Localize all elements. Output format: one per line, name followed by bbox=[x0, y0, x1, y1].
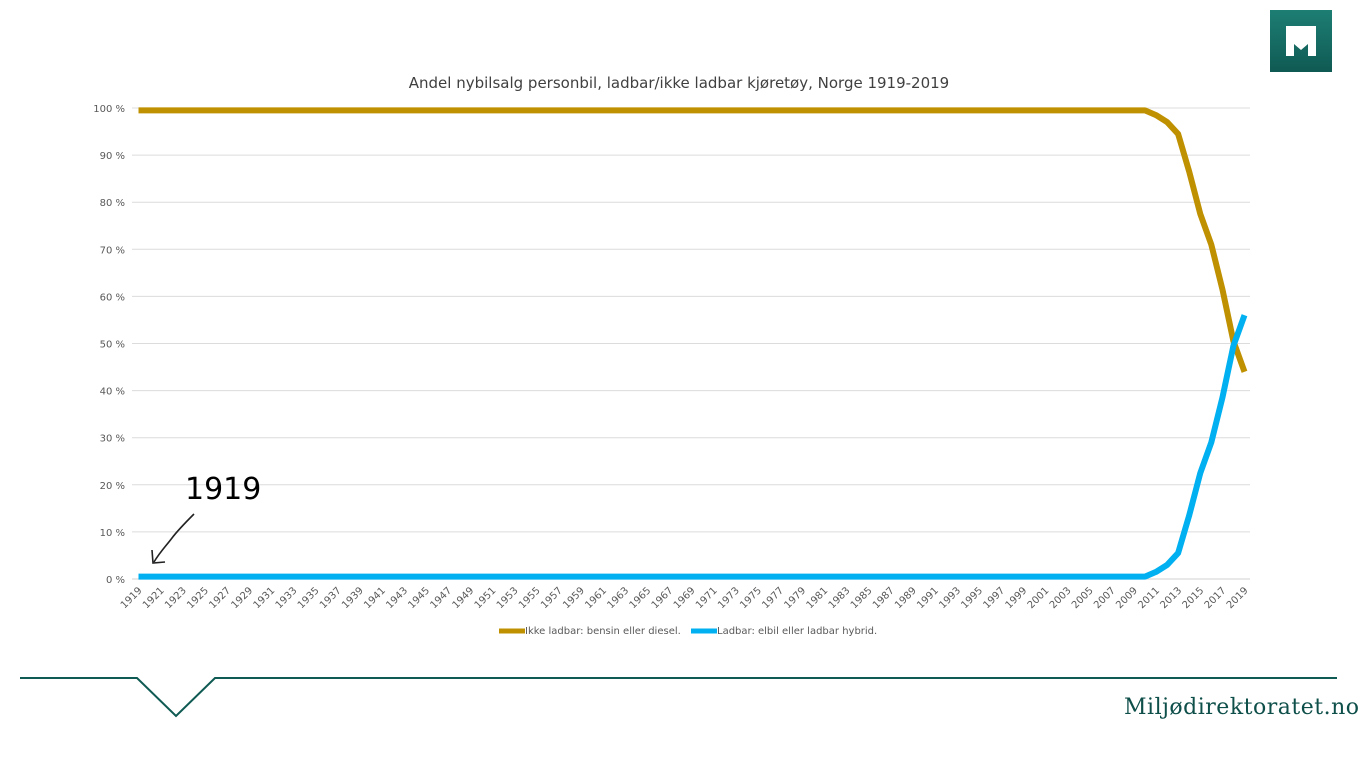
y-tick-label: 100 % bbox=[93, 104, 125, 115]
x-tick-label: 2017 bbox=[1203, 585, 1229, 611]
x-tick-label: 1963 bbox=[605, 585, 631, 611]
x-tick-label: 1967 bbox=[650, 585, 676, 611]
x-tick-label: 1955 bbox=[517, 585, 543, 611]
x-tick-label: 2013 bbox=[1158, 585, 1184, 611]
x-tick-label: 1995 bbox=[959, 585, 985, 611]
y-tick-label: 60 % bbox=[100, 292, 125, 303]
y-tick-label: 80 % bbox=[100, 198, 125, 209]
x-tick-label: 1945 bbox=[406, 585, 432, 611]
annotation-arrow bbox=[151, 513, 195, 564]
x-tick-label: 1943 bbox=[384, 585, 410, 611]
y-tick-label: 50 % bbox=[100, 340, 125, 351]
x-tick-label: 2019 bbox=[1225, 585, 1251, 611]
y-tick-label: 10 % bbox=[100, 528, 125, 539]
x-tick-label: 1929 bbox=[229, 585, 255, 611]
x-tick-label: 1983 bbox=[827, 585, 853, 611]
x-tick-label: 1989 bbox=[893, 585, 919, 611]
x-tick-label: 2009 bbox=[1114, 585, 1140, 611]
y-tick-label: 40 % bbox=[100, 387, 125, 398]
line-chart: Andel nybilsalg personbil, ladbar/ikke l… bbox=[93, 74, 1251, 637]
x-tick-label: 1939 bbox=[340, 585, 366, 611]
x-tick-label: 1919 bbox=[119, 585, 145, 611]
miljodirektoratet-logo-icon[interactable] bbox=[1270, 10, 1332, 72]
y-tick-label: 90 % bbox=[100, 151, 125, 162]
x-tick-label: 1987 bbox=[871, 585, 897, 611]
x-tick-label: 1969 bbox=[672, 585, 698, 611]
x-tick-label: 2015 bbox=[1181, 585, 1207, 611]
x-tick-label: 1985 bbox=[849, 585, 875, 611]
x-tick-label: 1921 bbox=[141, 585, 167, 611]
x-tick-label: 1959 bbox=[561, 585, 587, 611]
x-tick-label: 1997 bbox=[982, 585, 1008, 611]
annotation-label: 1919 bbox=[185, 472, 262, 507]
x-axis-ticks: 1919192119231925192719291931193319351937… bbox=[119, 585, 1251, 611]
x-tick-label: 1931 bbox=[252, 585, 278, 611]
y-tick-label: 70 % bbox=[100, 245, 125, 256]
x-tick-label: 2001 bbox=[1026, 585, 1052, 611]
x-tick-label: 2003 bbox=[1048, 585, 1074, 611]
site-name[interactable]: Miljødirektoratet.no bbox=[1124, 695, 1359, 720]
x-tick-label: 1981 bbox=[805, 585, 831, 611]
x-tick-label: 1927 bbox=[207, 585, 233, 611]
x-tick-label: 1973 bbox=[716, 585, 742, 611]
x-tick-label: 1953 bbox=[495, 585, 521, 611]
x-tick-label: 1999 bbox=[1004, 585, 1030, 611]
legend: Ikke ladbar: bensin eller diesel. Ladbar:… bbox=[499, 626, 877, 637]
x-tick-label: 1975 bbox=[738, 585, 764, 611]
y-axis-ticks: 0 % 10 % 20 % 30 % 40 % 50 % 60 % 70 % 80 % 90 % 1… bbox=[93, 104, 125, 586]
x-tick-label: 2005 bbox=[1070, 585, 1096, 611]
legend-label: Ladbar: elbil eller ladbar hybrid. bbox=[717, 626, 877, 637]
x-tick-label: 2011 bbox=[1136, 585, 1162, 611]
series-line-2 bbox=[138, 314, 1248, 580]
logo-mark bbox=[1286, 26, 1316, 56]
series-lines bbox=[138, 107, 1248, 580]
y-tick-label: 0 % bbox=[106, 575, 125, 586]
x-tick-label: 1957 bbox=[539, 585, 565, 611]
x-tick-label: 1961 bbox=[583, 585, 609, 611]
x-tick-label: 1965 bbox=[628, 585, 654, 611]
x-tick-label: 1949 bbox=[451, 585, 477, 611]
x-tick-label: 1951 bbox=[473, 585, 499, 611]
footer-divider bbox=[20, 677, 1337, 718]
x-tick-label: 1937 bbox=[318, 585, 344, 611]
x-tick-label: 1925 bbox=[185, 585, 211, 611]
x-tick-label: 1991 bbox=[915, 585, 941, 611]
x-tick-label: 1947 bbox=[429, 585, 455, 611]
x-tick-label: 2007 bbox=[1092, 585, 1118, 611]
x-tick-label: 1935 bbox=[296, 585, 322, 611]
x-tick-label: 1977 bbox=[760, 585, 786, 611]
x-tick-label: 1971 bbox=[694, 585, 720, 611]
y-tick-label: 20 % bbox=[100, 481, 125, 492]
chart-title: Andel nybilsalg personbil, ladbar/ikke l… bbox=[409, 74, 949, 92]
x-tick-label: 1933 bbox=[274, 585, 300, 611]
series-line-1 bbox=[138, 107, 1248, 373]
legend-label: Ikke ladbar: bensin eller diesel. bbox=[525, 626, 681, 637]
y-tick-label: 30 % bbox=[100, 434, 125, 445]
gridlines bbox=[132, 107, 1250, 580]
x-tick-label: 1979 bbox=[782, 585, 808, 611]
x-tick-label: 1923 bbox=[163, 585, 189, 611]
x-tick-label: 1941 bbox=[362, 585, 388, 611]
x-tick-label: 1993 bbox=[937, 585, 963, 611]
